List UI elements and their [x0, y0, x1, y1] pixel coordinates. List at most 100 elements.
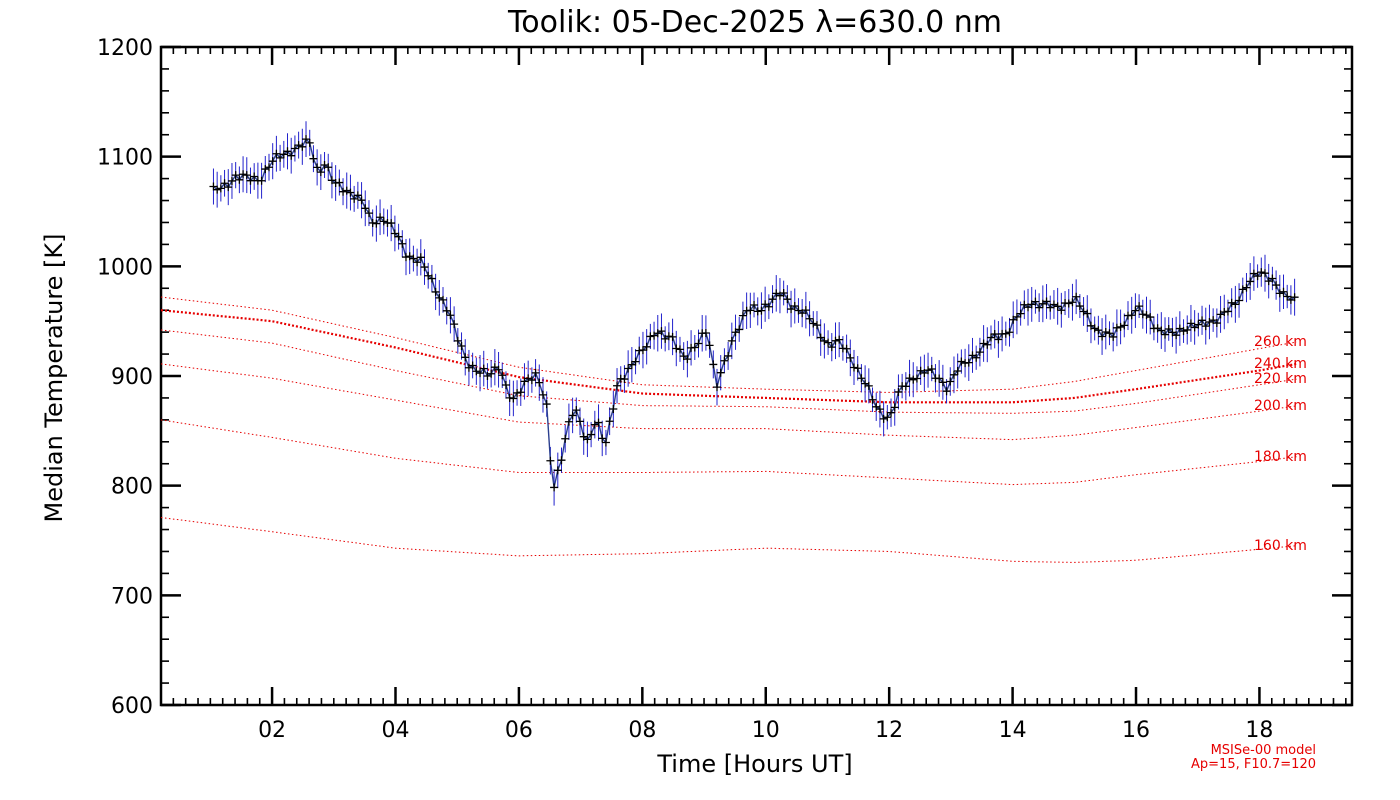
data-point	[1135, 302, 1144, 311]
data-point	[1138, 310, 1147, 319]
model-curve-label: 180 km	[1254, 449, 1307, 465]
data-point	[305, 138, 314, 147]
data-point	[1035, 303, 1044, 312]
x-tick-label: 12	[875, 718, 903, 743]
data-point	[472, 367, 481, 376]
data-point	[372, 219, 381, 228]
data-point	[1279, 287, 1288, 296]
data-point	[416, 253, 425, 262]
data-point	[431, 287, 440, 296]
data-point	[713, 383, 722, 392]
data-point	[461, 353, 470, 362]
data-point	[379, 217, 388, 226]
data-point	[1005, 328, 1014, 337]
data-point	[620, 375, 629, 384]
data-point	[357, 196, 366, 205]
data-point	[983, 340, 992, 349]
data-point	[561, 434, 570, 443]
data-point	[1064, 299, 1073, 308]
data-point	[442, 306, 451, 315]
y-tick-label: 700	[111, 584, 153, 609]
data-point	[1275, 289, 1284, 298]
data-point	[542, 400, 551, 409]
data-point	[557, 456, 566, 465]
data-point	[594, 418, 603, 427]
data-point	[1157, 326, 1166, 335]
plot-frame	[159, 45, 1354, 707]
data-point	[746, 306, 755, 315]
data-point	[716, 368, 725, 377]
data-point	[909, 375, 918, 384]
data-point	[261, 165, 270, 174]
data-point	[420, 263, 429, 272]
data-point	[868, 395, 877, 404]
data-point	[720, 356, 729, 365]
data-point	[1112, 323, 1121, 332]
data-point	[350, 194, 359, 203]
data-point	[1075, 302, 1084, 311]
data-point	[224, 183, 233, 192]
data-point	[1201, 322, 1210, 331]
y-axis-label: Median Temperature [K]	[40, 233, 68, 522]
data-point	[1183, 325, 1192, 334]
model-curve-label: 160 km	[1254, 538, 1307, 554]
data-point	[975, 348, 984, 357]
data-point	[924, 366, 933, 375]
data-point	[735, 325, 744, 334]
data-point	[394, 232, 403, 241]
data-point	[342, 186, 351, 195]
data-point	[1053, 302, 1062, 311]
data-point	[1268, 274, 1277, 283]
data-point	[727, 336, 736, 345]
data-point	[864, 381, 873, 390]
data-point	[938, 378, 947, 387]
data-point	[1231, 300, 1240, 309]
data-point	[949, 370, 958, 379]
data-point	[598, 434, 607, 443]
data-point	[527, 376, 536, 385]
model-curve-label: 240 km	[1254, 356, 1307, 372]
data-point	[476, 369, 485, 378]
data-point	[535, 378, 544, 387]
data-point	[564, 417, 573, 426]
x-tick-label: 18	[1245, 718, 1273, 743]
observed-data	[209, 121, 1299, 506]
data-point	[446, 311, 455, 320]
data-point	[957, 357, 966, 366]
data-point	[216, 184, 225, 193]
data-point	[905, 374, 914, 383]
data-point	[516, 388, 525, 397]
model-curve-label: 200 km	[1254, 398, 1307, 414]
data-point	[812, 321, 821, 330]
data-point	[1238, 285, 1247, 294]
data-point	[376, 213, 385, 222]
data-point	[387, 219, 396, 228]
data-point	[1120, 321, 1129, 330]
data-point	[335, 178, 344, 187]
data-point	[738, 311, 747, 320]
data-point	[750, 300, 759, 309]
data-point	[979, 339, 988, 348]
data-point	[583, 435, 592, 444]
data-point	[990, 330, 999, 339]
data-point	[1057, 306, 1066, 315]
data-point	[1079, 307, 1088, 316]
data-point	[605, 417, 614, 426]
data-point	[972, 353, 981, 362]
data-point	[1290, 293, 1299, 302]
data-point	[1198, 316, 1207, 325]
data-point	[646, 332, 655, 341]
data-point	[1186, 319, 1195, 328]
data-point	[901, 382, 910, 391]
data-point	[590, 420, 599, 429]
data-point	[642, 342, 651, 351]
data-point	[1042, 297, 1051, 306]
data-point	[613, 381, 622, 390]
data-point	[364, 209, 373, 218]
data-point	[927, 365, 936, 374]
y-tick-label: 1200	[97, 36, 153, 61]
data-point	[257, 176, 266, 185]
model-curve-180-km	[160, 419, 1297, 486]
data-point	[1116, 322, 1125, 331]
data-point	[831, 336, 840, 345]
